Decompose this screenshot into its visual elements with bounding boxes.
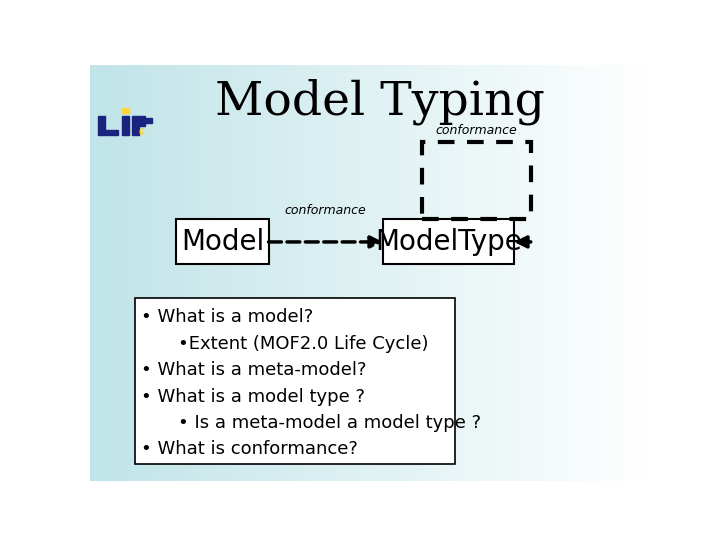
Bar (99, 131, 105, 136)
Text: • What is conformance?: • What is conformance? (141, 441, 359, 458)
FancyBboxPatch shape (383, 219, 514, 265)
Bar (138, 120, 145, 125)
Bar (145, 118, 152, 123)
Bar (105, 131, 112, 136)
Text: • What is a meta-model?: • What is a meta-model? (141, 361, 366, 379)
Text: • Is a meta-model a model type ?: • Is a meta-model a model type ? (156, 414, 482, 432)
Text: Model: Model (181, 228, 264, 256)
Bar (99, 125, 105, 131)
Bar (122, 125, 128, 131)
Text: 6: 6 (139, 129, 145, 138)
Bar (122, 131, 128, 136)
Text: • What is a model type ?: • What is a model type ? (141, 388, 365, 406)
Bar (122, 120, 128, 125)
Text: Model Typing: Model Typing (215, 79, 545, 125)
Text: • What is a model?: • What is a model? (141, 308, 314, 327)
Bar (132, 116, 138, 120)
Bar (132, 120, 138, 125)
Bar (138, 116, 145, 120)
Bar (122, 116, 128, 120)
Bar (132, 131, 138, 136)
Text: •Extent (MOF2.0 Life Cycle): •Extent (MOF2.0 Life Cycle) (156, 335, 429, 353)
FancyBboxPatch shape (176, 219, 269, 265)
Bar (99, 116, 105, 120)
Bar (99, 120, 105, 125)
Bar (122, 108, 128, 113)
FancyBboxPatch shape (135, 298, 456, 464)
Bar (112, 131, 119, 136)
Text: ModelType: ModelType (375, 228, 522, 256)
Text: conformance: conformance (436, 124, 517, 137)
Text: conformance: conformance (285, 204, 366, 217)
Bar (132, 125, 138, 131)
